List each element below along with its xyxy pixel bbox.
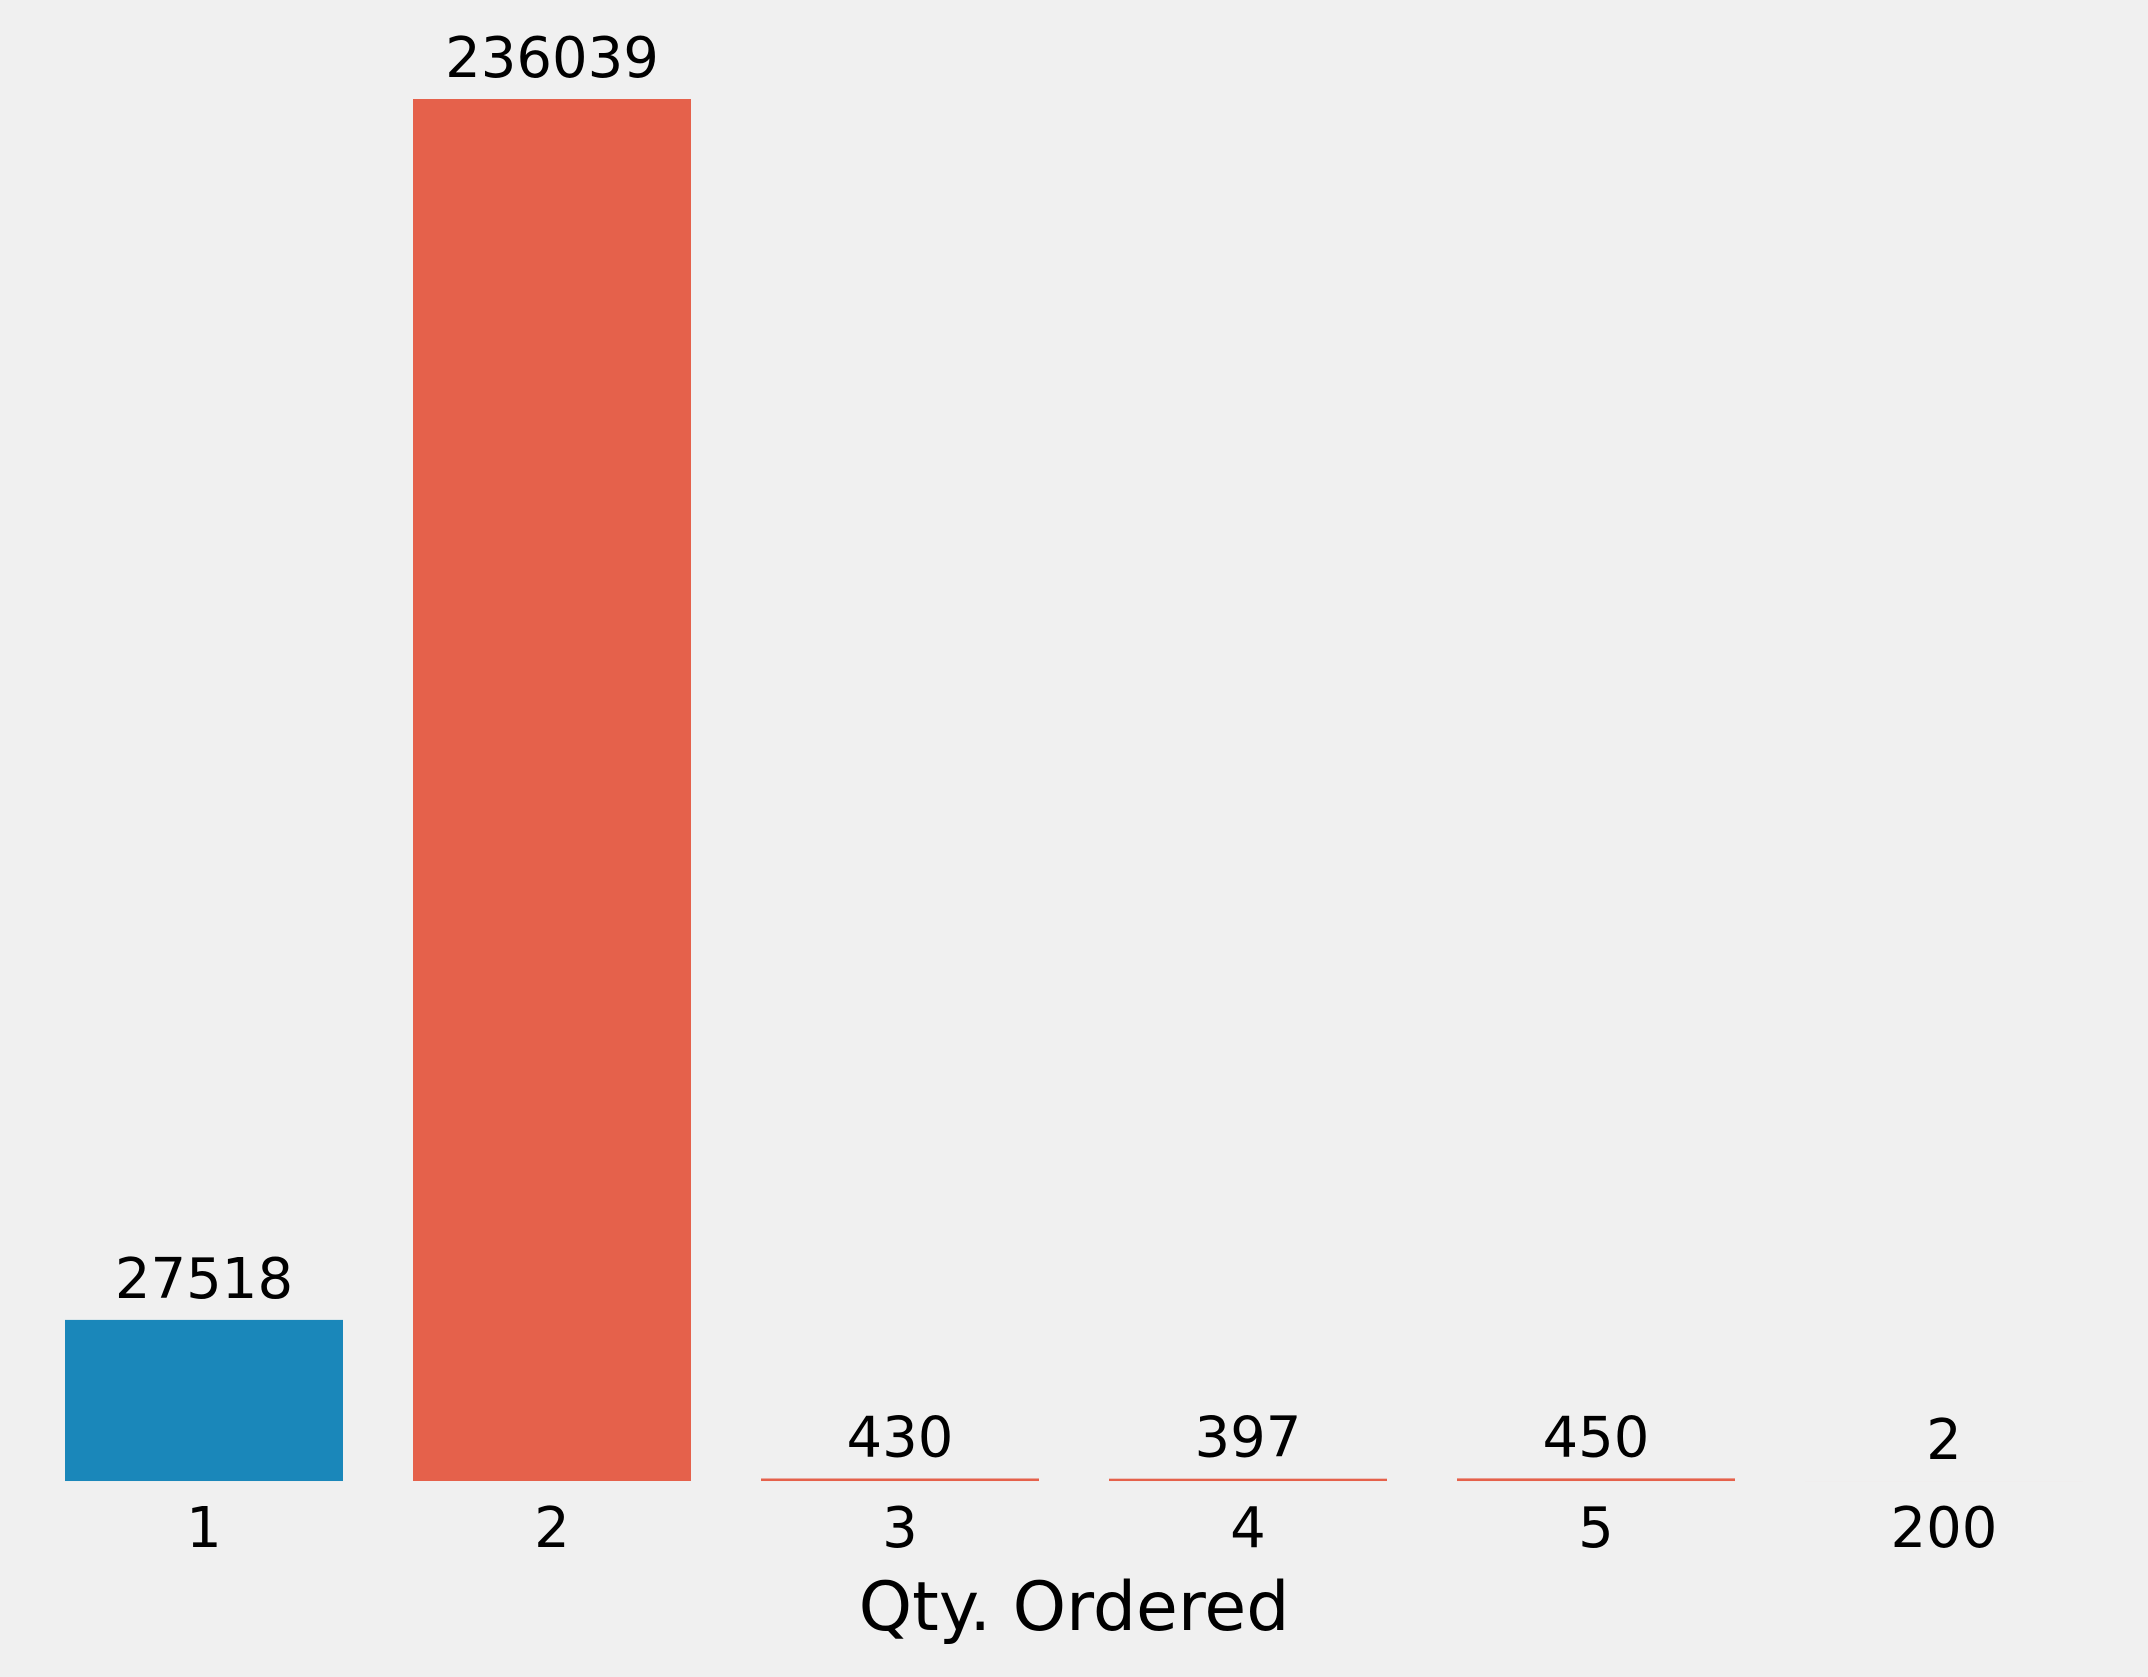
value-label-200: 2 bbox=[1926, 1408, 1962, 1473]
value-labels-layer: 27518 236039 430 397 450 2 bbox=[115, 26, 1962, 1473]
value-label-5: 450 bbox=[1543, 1405, 1650, 1470]
value-label-2: 236039 bbox=[445, 26, 659, 91]
x-tick-label-4: 4 bbox=[1230, 1496, 1266, 1561]
x-axis-title: Qty. Ordered bbox=[859, 1568, 1290, 1647]
x-tick-label-200: 200 bbox=[1891, 1496, 1998, 1561]
value-label-1: 27518 bbox=[115, 1247, 293, 1312]
value-label-3: 430 bbox=[847, 1406, 954, 1471]
value-label-4: 397 bbox=[1195, 1406, 1302, 1471]
x-tick-labels: 1 2 3 4 5 200 bbox=[186, 1496, 1997, 1561]
x-tick-label-3: 3 bbox=[882, 1496, 918, 1561]
x-tick-label-5: 5 bbox=[1578, 1496, 1614, 1561]
x-tick-label-1: 1 bbox=[186, 1496, 222, 1561]
bar-4 bbox=[1109, 1479, 1387, 1481]
bar-1 bbox=[65, 1320, 343, 1481]
bar-5 bbox=[1457, 1478, 1735, 1481]
bar-2 bbox=[413, 99, 691, 1481]
bar-3 bbox=[761, 1479, 1039, 1482]
x-tick-label-2: 2 bbox=[534, 1496, 570, 1561]
bars-layer bbox=[65, 99, 2083, 1481]
